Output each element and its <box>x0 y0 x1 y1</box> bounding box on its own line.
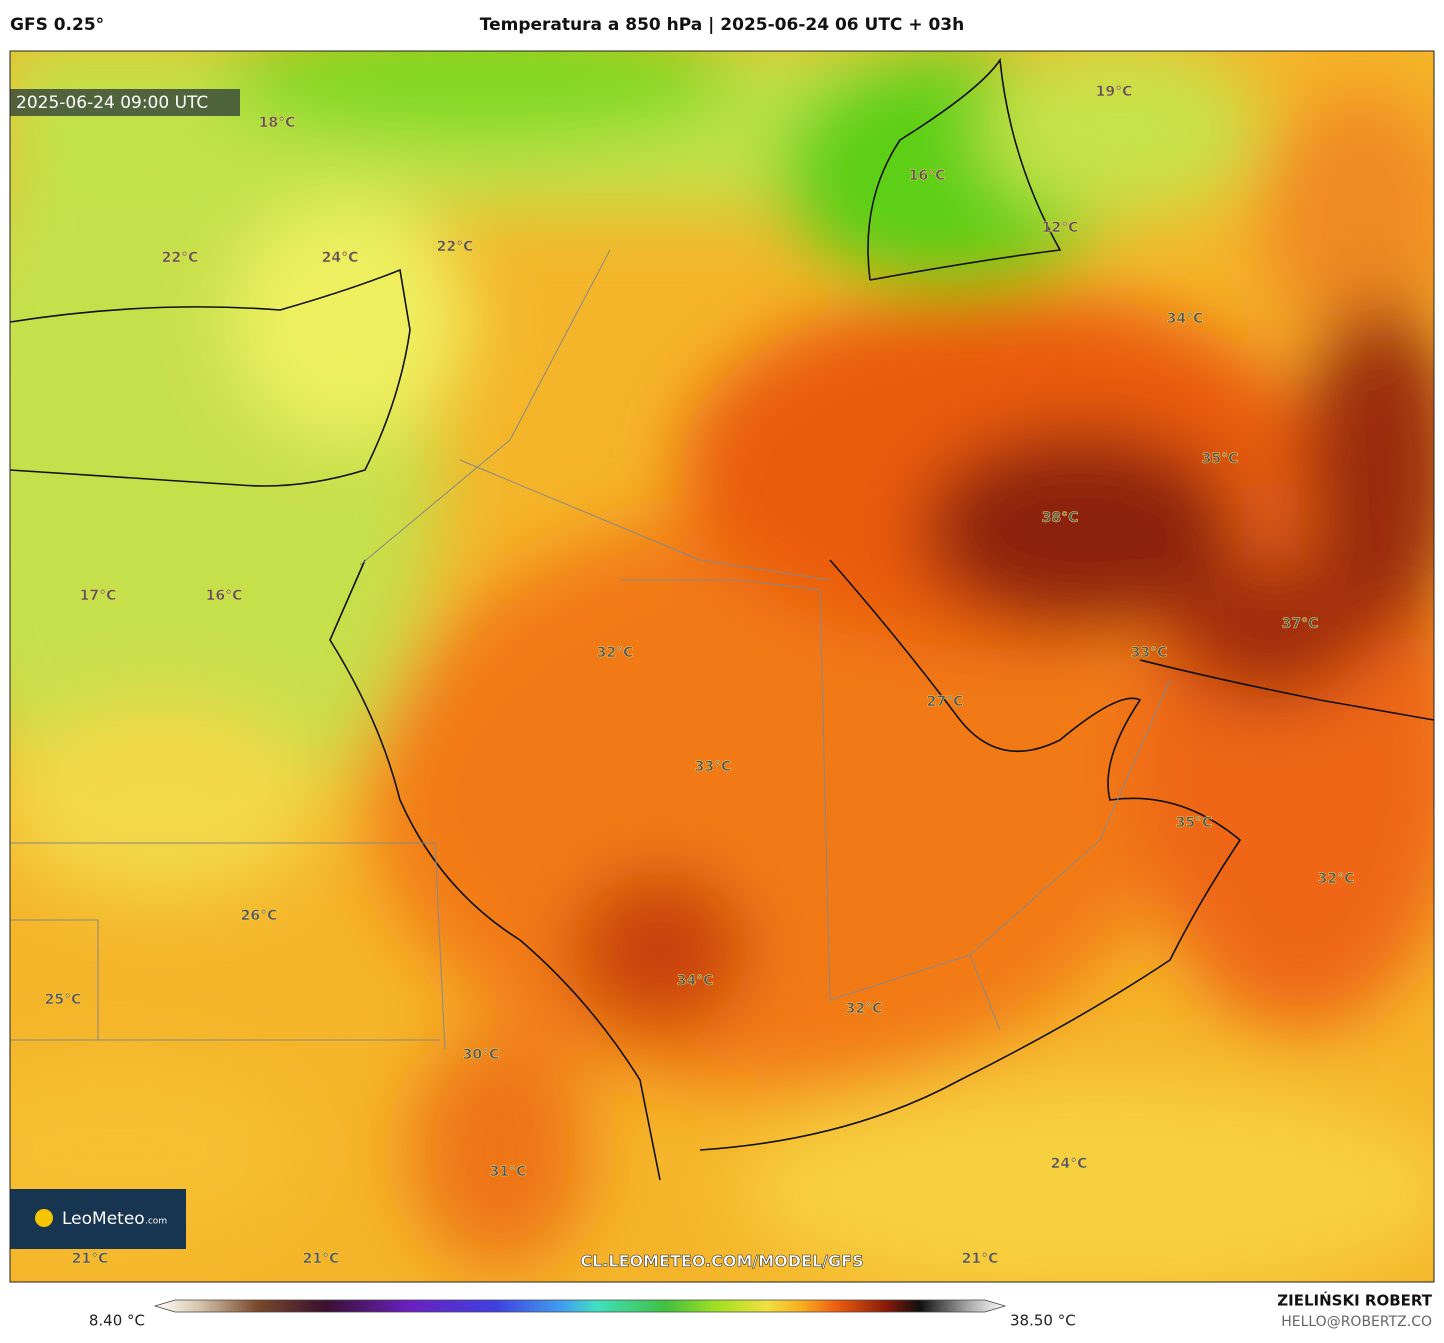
temp-label: 26°C <box>241 908 278 924</box>
author: ZIELIŃSKI ROBERT <box>1277 1291 1432 1310</box>
temp-label: 16°C <box>206 588 243 604</box>
map: 18°C 22°C 24°C 22°C 16°C 12°C 19°C 34°C … <box>10 51 1434 1282</box>
temp-label: 16°C <box>909 168 946 184</box>
colorbar <box>153 1299 1007 1313</box>
temp-label: 33°C <box>695 759 732 775</box>
temp-label: 31°C <box>490 1164 527 1180</box>
temp-label: 21°C <box>72 1251 109 1267</box>
borders <box>10 249 1171 1051</box>
temp-label: 33°C <box>1131 645 1168 661</box>
colorbar-max: 38.50 °C <box>1010 1312 1076 1330</box>
watermark: CL.LEOMETEO.COM/MODEL/GFS <box>580 1252 863 1271</box>
coastlines <box>10 57 1434 1181</box>
temp-label: 18°C <box>259 115 296 131</box>
temp-label: 17°C <box>80 588 117 604</box>
temp-label: 37°C <box>1282 616 1319 632</box>
temp-label: 22°C <box>437 239 474 255</box>
temp-label: 24°C <box>1051 1156 1088 1172</box>
temp-label: 19°C <box>1096 84 1133 100</box>
temp-label: 30°C <box>463 1047 500 1063</box>
temp-label: 21°C <box>962 1251 999 1267</box>
temp-label: 32°C <box>597 645 634 661</box>
temp-label: 32°C <box>846 1001 883 1017</box>
email: HELLO@ROBERTZ.CO <box>1281 1314 1432 1330</box>
temp-label: 35°C <box>1202 451 1239 467</box>
temp-label: 34°C <box>1167 311 1204 327</box>
logo-suffix: .com <box>145 1217 167 1227</box>
temp-label: 32°C <box>1318 871 1355 887</box>
colorbar-bar <box>153 1299 1007 1313</box>
logo-name: LeoMeteo <box>62 1209 145 1229</box>
valid-time: 2025-06-24 09:00 UTC <box>16 93 208 113</box>
time-box <box>10 89 240 116</box>
temp-label: 22°C <box>162 250 199 266</box>
colorbar-min: 8.40 °C <box>89 1312 145 1330</box>
temp-label: 38°C <box>1042 510 1079 526</box>
temperature-labels: 18°C 22°C 24°C 22°C 16°C 12°C 19°C 34°C … <box>44 84 1355 1268</box>
map-title: Temperatura a 850 hPa | 2025-06-24 06 UT… <box>480 15 965 35</box>
temp-label: 35°C <box>1176 815 1213 831</box>
temp-label: 21°C <box>303 1251 340 1267</box>
model-name: GFS 0.25° <box>10 15 104 35</box>
temp-label: 34°C <box>677 973 714 989</box>
map-frame <box>9 50 1435 1283</box>
temp-label: 25°C <box>45 992 82 1008</box>
temp-label: 12°C <box>1042 220 1079 236</box>
logo-sun <box>35 1209 53 1227</box>
temp-label: 24°C <box>322 250 359 266</box>
temp-label: 27°C <box>927 694 964 710</box>
